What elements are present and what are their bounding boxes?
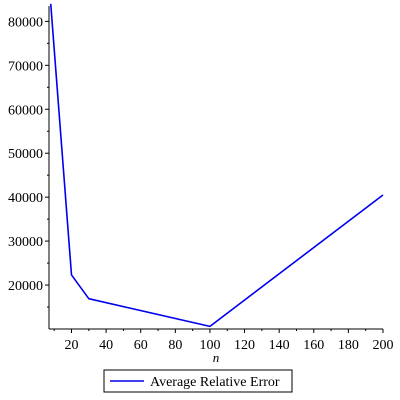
x-axis-title: n <box>213 350 220 365</box>
y-tick-label: 80000 <box>8 15 43 30</box>
y-tick-label: 20000 <box>8 279 43 294</box>
x-tick-label: 120 <box>234 338 255 353</box>
y-axis-ticks: 20000 30000 40000 50000 60000 70000 80000 <box>8 15 49 307</box>
x-tick-label: 60 <box>134 338 148 353</box>
series-line-average-relative-error <box>51 4 383 327</box>
legend: Average Relative Error <box>104 370 292 392</box>
axes <box>49 6 383 329</box>
x-tick-label: 20 <box>64 338 78 353</box>
y-tick-label: 40000 <box>8 191 43 206</box>
x-tick-label: 80 <box>168 338 182 353</box>
x-axis-ticks: 20 40 60 80 100 120 140 160 180 200 <box>54 329 393 353</box>
x-tick-label: 140 <box>269 338 290 353</box>
y-tick-label: 50000 <box>8 147 43 162</box>
y-tick-label: 70000 <box>8 59 43 74</box>
x-tick-label: 200 <box>373 338 394 353</box>
y-tick-label: 60000 <box>8 103 43 118</box>
x-tick-label: 160 <box>303 338 324 353</box>
x-tick-label: 180 <box>338 338 359 353</box>
legend-label: Average Relative Error <box>150 375 280 390</box>
series-layer <box>51 4 383 327</box>
x-tick-label: 40 <box>99 338 113 353</box>
y-tick-label: 30000 <box>8 235 43 250</box>
